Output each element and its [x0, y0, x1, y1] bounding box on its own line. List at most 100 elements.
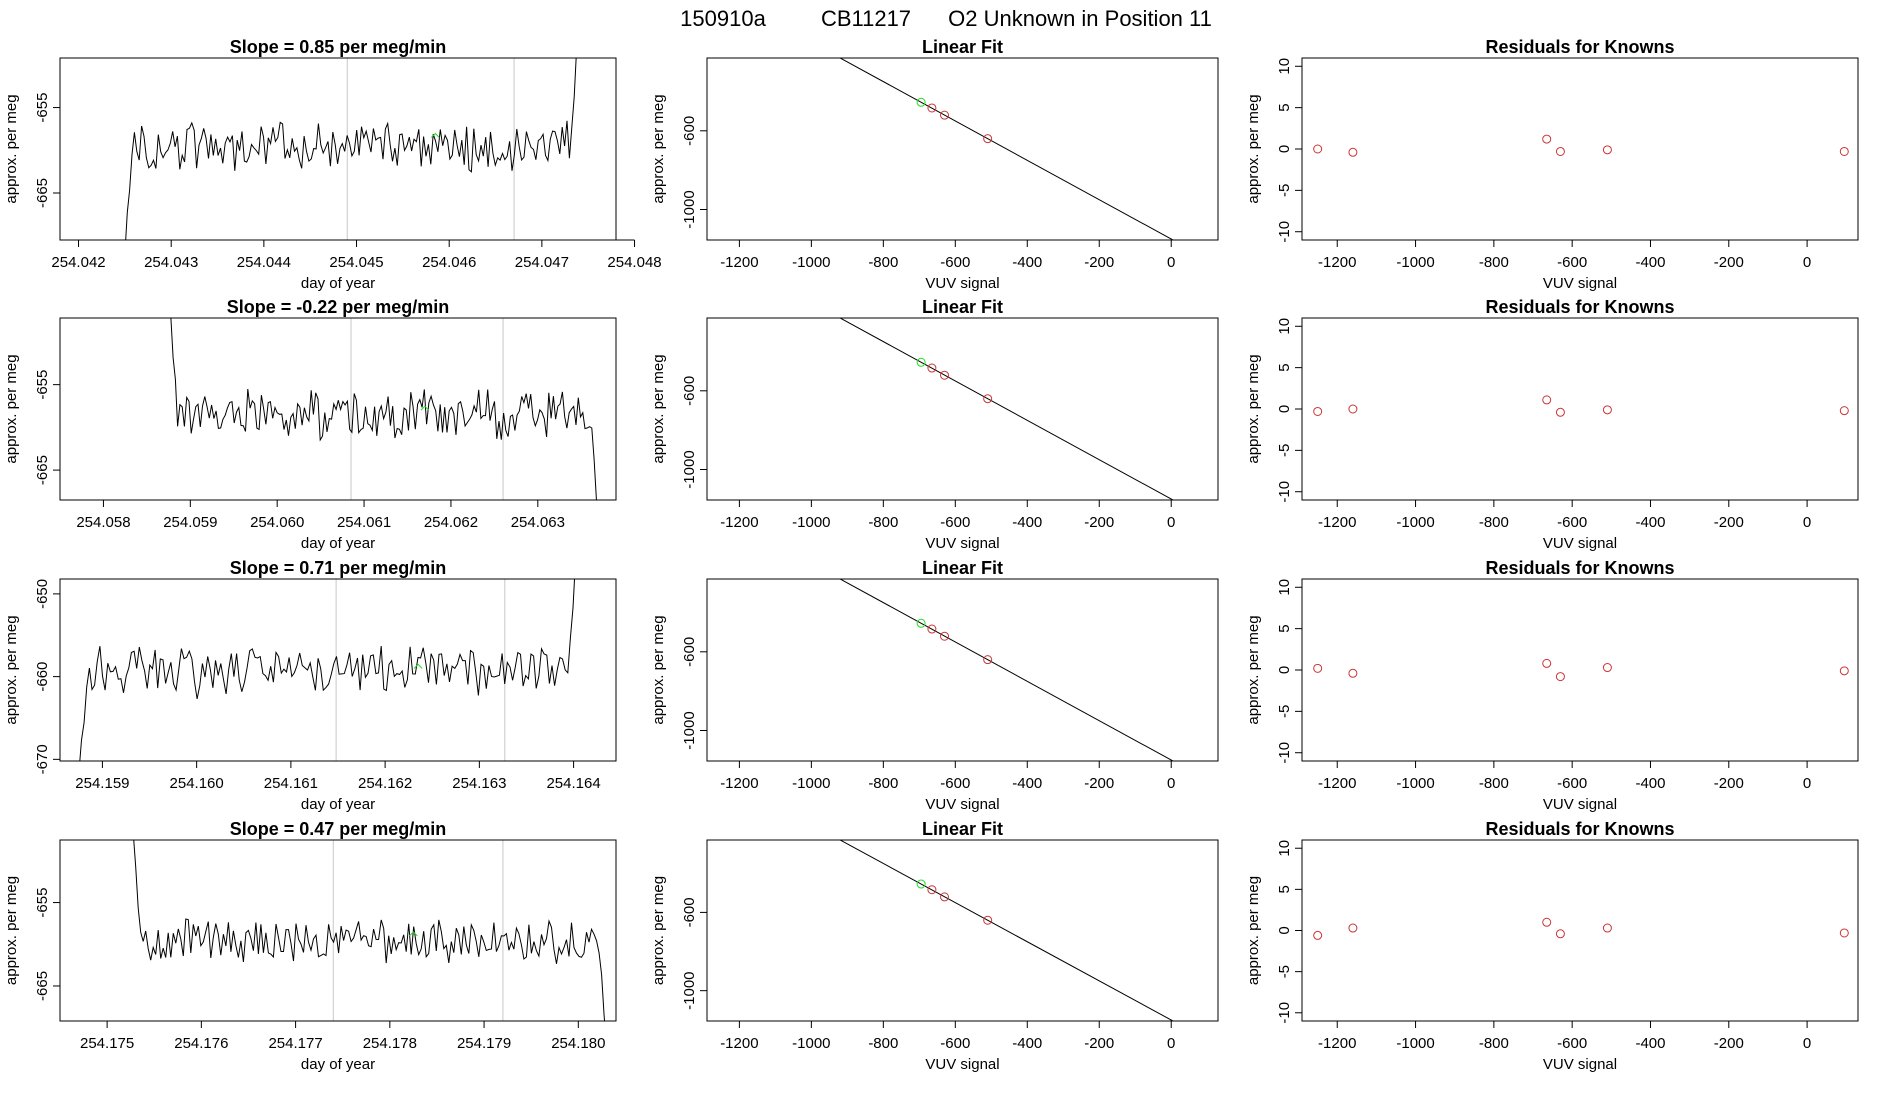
x-axis: -1200 -1000 -800 -600 -400 -200 0 — [720, 499, 1175, 531]
y-tick-label: 10 — [1276, 840, 1293, 857]
plot-area — [1313, 395, 1849, 417]
known-point — [940, 370, 950, 380]
known-point — [983, 915, 993, 925]
residual-point — [1542, 658, 1552, 668]
y-tick-label: -10 — [1276, 221, 1293, 243]
x-tick-label: 254.161 — [264, 775, 318, 792]
x-tick-label: -800 — [1479, 775, 1509, 792]
known-point — [940, 892, 950, 902]
residual-point — [1313, 144, 1323, 154]
panel-title: Linear Fit — [922, 558, 1003, 578]
x-tick-label: 254.176 — [174, 1035, 228, 1052]
y-axis: -670 -660 -650 — [34, 579, 61, 774]
unknown-sample-mark — [409, 931, 418, 937]
residual-point — [1555, 929, 1565, 939]
panel-drift-row2: Slope = -0.22 per meg/min day of year appr… — [3, 297, 617, 552]
panel-title: Linear Fit — [922, 819, 1003, 839]
plot-frame — [59, 57, 617, 241]
y-axis: -665 -655 — [34, 888, 61, 1001]
y-axis-label: approx. per meg — [3, 876, 20, 985]
residual-point — [1542, 917, 1552, 927]
known-point — [983, 655, 993, 665]
y-axis: -10 -5 0 5 10 — [1276, 579, 1303, 764]
plot-frame — [706, 57, 1219, 241]
panel-linear-fit-row1: Linear Fit VUV signal approx. per meg -1200… — [650, 37, 1219, 292]
header-description: O2 Unknown in Position 11 — [948, 6, 1212, 31]
x-axis: 254.159 254.160 254.161 254.162 254.163 254.1… — [75, 760, 601, 792]
trace-line — [125, 58, 577, 240]
known-point — [1201, 254, 1209, 262]
fit-line — [839, 840, 1175, 1021]
x-axis: -1200 -1000 -800 -600 -400 -200 0 — [1318, 760, 1811, 792]
x-tick-label: 254.044 — [237, 254, 291, 271]
x-tick-label: -400 — [1635, 254, 1665, 271]
x-axis-label: VUV signal — [925, 275, 999, 292]
y-axis-label: approx. per meg — [3, 354, 20, 463]
x-tick-label: -1000 — [1396, 254, 1434, 271]
residual-point — [1839, 146, 1849, 156]
plot-frame — [706, 317, 1219, 501]
y-tick-label: 0 — [1276, 405, 1293, 413]
x-tick-label: -800 — [868, 254, 898, 271]
x-tick-label: 254.175 — [80, 1035, 134, 1052]
x-tick-label: -600 — [1557, 254, 1587, 271]
y-axis: -1000 -600 — [681, 116, 708, 229]
fit-line — [839, 58, 1175, 240]
y-tick-label: 10 — [1276, 579, 1293, 596]
panel-drift-row1: Slope = 0.85 per meg/min day of year appro… — [3, 37, 662, 292]
trace-line — [133, 840, 606, 1021]
plot-frame — [59, 839, 617, 1022]
y-axis: -10 -5 0 5 10 — [1276, 58, 1303, 243]
y-axis: -1000 -600 — [681, 637, 708, 750]
residual-point — [1542, 395, 1552, 405]
x-axis: -1200 -1000 -800 -600 -400 -200 0 — [720, 760, 1175, 792]
residual-point — [1602, 145, 1612, 155]
x-axis: -1200 -1000 -800 -600 -400 -200 0 — [720, 1020, 1175, 1052]
y-tick-label: -660 — [34, 662, 51, 692]
y-axis-label: approx. per meg — [650, 876, 667, 985]
known-point — [927, 103, 937, 113]
y-tick-label: 5 — [1276, 885, 1293, 893]
x-tick-label: -1000 — [792, 514, 830, 531]
x-tick-label: -400 — [1012, 514, 1042, 531]
y-axis-label: approx. per meg — [1245, 354, 1262, 463]
residual-point — [1602, 923, 1612, 933]
x-tick-label: 254.063 — [511, 514, 565, 531]
panel-title: Residuals for Knowns — [1485, 297, 1674, 317]
plot-frame — [1301, 317, 1859, 501]
x-tick-label: 254.180 — [551, 1035, 605, 1052]
x-tick-label: -800 — [868, 1035, 898, 1052]
panel-residuals-row4: Residuals for Knowns VUV signal approx. pe… — [1245, 819, 1859, 1073]
y-tick-label: -5 — [1276, 965, 1293, 978]
unknown-sample-mark — [420, 405, 430, 411]
y-tick-label: -600 — [681, 116, 698, 146]
x-tick-label: 254.164 — [546, 775, 600, 792]
x-tick-label: -800 — [1479, 254, 1509, 271]
plot-area — [1313, 917, 1849, 940]
x-tick-label: 254.179 — [457, 1035, 511, 1052]
x-tick-label: 254.163 — [452, 775, 506, 792]
x-axis-label: VUV signal — [925, 535, 999, 552]
y-tick-label: 0 — [1276, 926, 1293, 934]
residual-point — [1839, 406, 1849, 416]
x-tick-label: -1200 — [1318, 775, 1356, 792]
residual-point — [1555, 146, 1565, 156]
y-axis-label: approx. per meg — [1245, 94, 1262, 203]
x-axis: -1200 -1000 -800 -600 -400 -200 0 — [1318, 499, 1811, 531]
known-point — [927, 885, 937, 895]
x-axis: -1200 -1000 -800 -600 -400 -200 0 — [1318, 239, 1811, 271]
y-tick-label: -600 — [681, 637, 698, 667]
x-tick-label: -1200 — [1318, 1035, 1356, 1052]
x-tick-label: 254.177 — [268, 1035, 322, 1052]
x-tick-label: -1000 — [1396, 775, 1434, 792]
panel-grid: Slope = 0.85 per meg/min day of year appro… — [3, 37, 1859, 1073]
y-tick-label: -10 — [1276, 1002, 1293, 1024]
x-axis: 254.175 254.176 254.177 254.178 254.179 254.1… — [80, 1020, 605, 1052]
unknown-sample-mark — [413, 663, 423, 669]
known-point — [1201, 514, 1209, 522]
x-tick-label: 254.048 — [607, 254, 661, 271]
x-tick-label: -400 — [1635, 514, 1665, 531]
x-tick-label: -1200 — [720, 254, 758, 271]
panel-title: Residuals for Knowns — [1485, 558, 1674, 578]
x-tick-label: -1200 — [720, 514, 758, 531]
